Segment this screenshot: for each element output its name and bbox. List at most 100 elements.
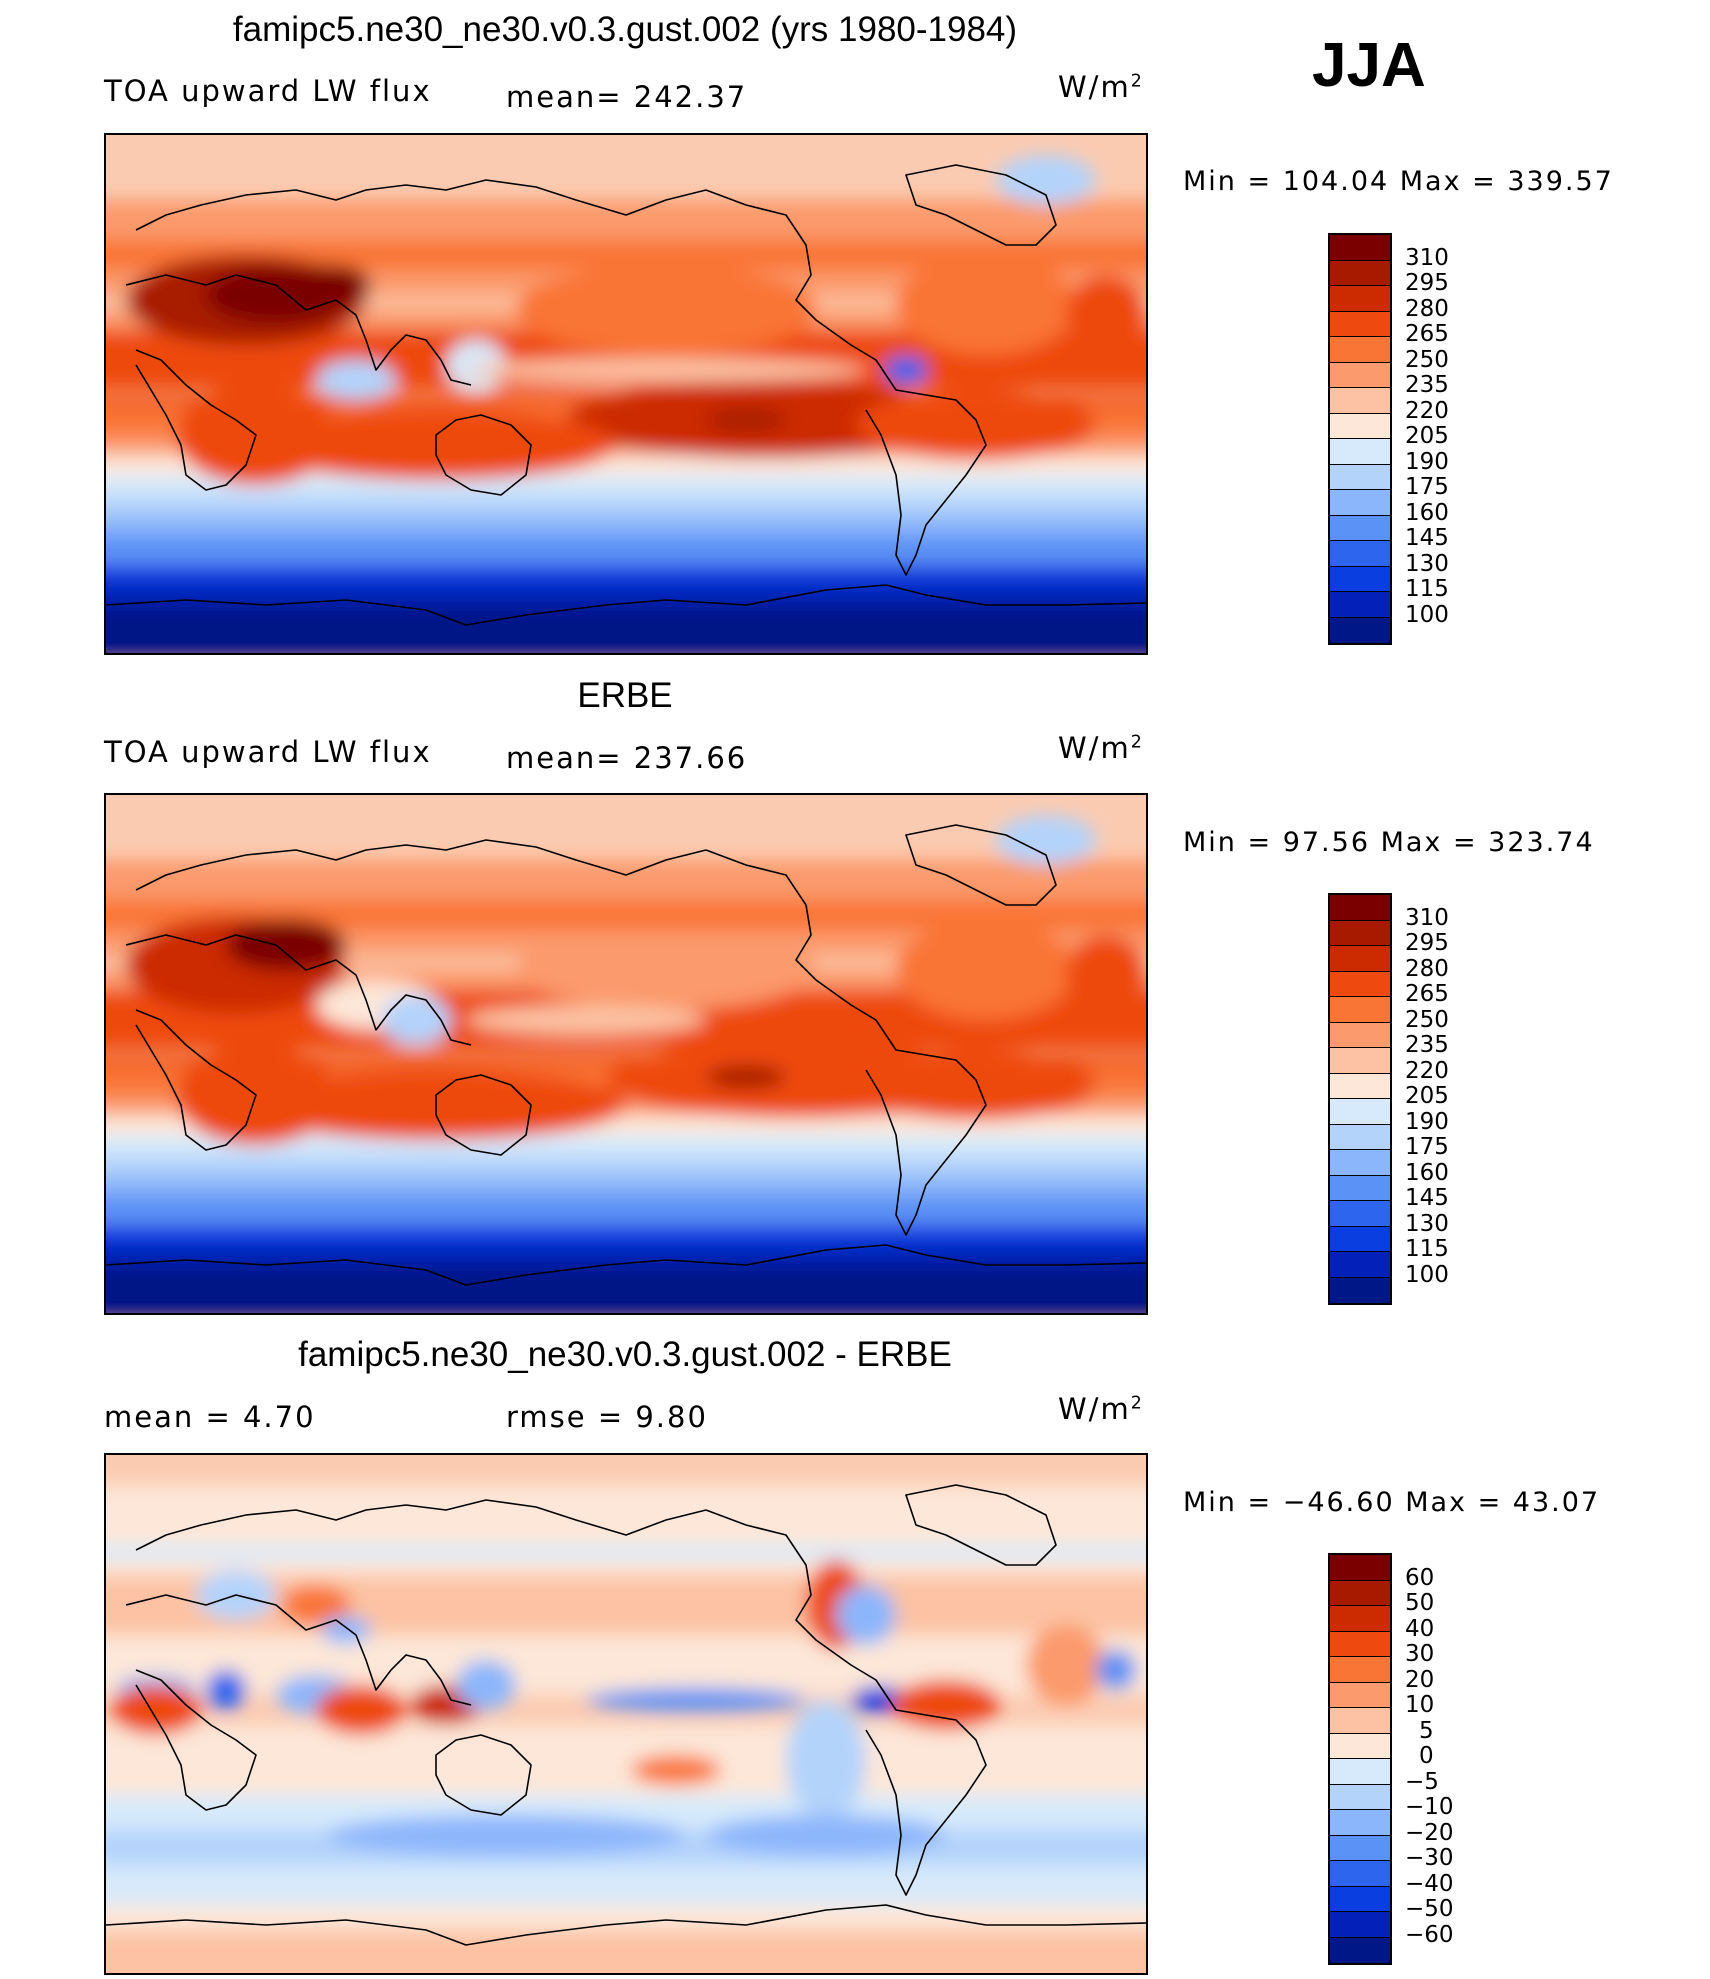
contour-blob — [1066, 275, 1146, 355]
contour-blob — [706, 1815, 946, 1855]
contour-blob — [516, 265, 816, 355]
colorbar-tick-label: −40 — [1405, 1870, 1454, 1897]
panel-2-colorbar — [1328, 893, 1392, 1305]
contour-blob — [706, 408, 786, 432]
season-label: JJA — [1312, 31, 1426, 100]
panel-1-mean: mean= 242.37 — [506, 80, 748, 114]
colorbar-segment — [1330, 1708, 1390, 1734]
colorbar-segment — [1330, 388, 1390, 414]
colorbar-segment — [1330, 337, 1390, 363]
contour-blob — [281, 1585, 351, 1625]
panel-2-variable: TOA upward LW flux — [104, 735, 432, 769]
panel-1-minmax: Min = 104.04 Max = 339.57 — [1183, 166, 1614, 197]
colorbar-tick-label: 0 — [1419, 1743, 1434, 1769]
colorbar-segment — [1330, 1861, 1390, 1887]
colorbar-segment — [1330, 1631, 1390, 1657]
colorbar-tick-label: 295 — [1405, 930, 1449, 956]
colorbar-segment — [1330, 413, 1390, 439]
colorbar-tick-label: 205 — [1405, 423, 1449, 449]
colorbar-segment — [1330, 1733, 1390, 1759]
colorbar-segment — [1330, 515, 1390, 541]
coastline — [705, 1509, 987, 1896]
colorbar-segment — [1330, 464, 1390, 490]
contour-blob — [996, 155, 1096, 205]
panel-3-minmax: Min = −46.60 Max = 43.07 — [1183, 1487, 1601, 1518]
colorbar-segment — [1330, 1252, 1390, 1278]
colorbar-segment — [1330, 1784, 1390, 1810]
colorbar-tick-label: −20 — [1405, 1819, 1454, 1846]
colorbar-tick-label: 250 — [1405, 346, 1449, 373]
contour-blob — [896, 920, 1076, 1020]
contour-band — [106, 1930, 1146, 1973]
contour-blob — [856, 1050, 1096, 1120]
colorbar-segment — [1330, 1606, 1390, 1632]
panel-1-colorbar-labels: 310 295 280 265 250 235 220 205 190 175 160 145 130 1… — [1405, 233, 1485, 641]
colorbar-segment — [1330, 1555, 1390, 1581]
colorbar-segment — [1330, 1201, 1390, 1227]
colorbar-tick-label: −30 — [1405, 1845, 1454, 1871]
coastlines — [106, 824, 1146, 1286]
colorbar-tick-label: 190 — [1405, 448, 1449, 475]
contour-band — [106, 605, 1146, 653]
coastline — [135, 839, 707, 891]
colorbar-tick-label: 310 — [1405, 244, 1449, 271]
coastline — [435, 414, 532, 496]
coastline — [135, 1669, 257, 1811]
colorbar-tick-label: 145 — [1405, 525, 1449, 551]
colorbar-tick-label: 175 — [1405, 1134, 1449, 1160]
colorbar-segment — [1330, 286, 1390, 312]
colorbar-segment — [1330, 946, 1390, 972]
colorbar-tick-label: 145 — [1405, 1185, 1449, 1211]
colorbar-segment — [1330, 1277, 1390, 1303]
colorbar-tick-label: 235 — [1405, 372, 1449, 398]
contour-blob — [456, 1660, 516, 1710]
colorbar-tick-label: 60 — [1405, 1564, 1435, 1591]
colorbar-segment — [1330, 1226, 1390, 1252]
colorbar-segment — [1330, 920, 1390, 946]
contour-blob — [896, 255, 1076, 355]
colorbar-tick-label: 250 — [1405, 1006, 1449, 1033]
panel-1-units: W/m2 — [1058, 70, 1144, 104]
contour-blob — [316, 1685, 406, 1735]
contour-blob — [111, 1685, 201, 1735]
colorbar-tick-label: 190 — [1405, 1108, 1449, 1135]
map-canvas — [106, 1484, 1146, 1973]
colorbar-segment — [1330, 260, 1390, 286]
colorbar-segment — [1330, 895, 1390, 921]
colorbar-tick-label: 100 — [1405, 1261, 1449, 1288]
contour-field — [106, 815, 1146, 1313]
colorbar-segment — [1330, 490, 1390, 516]
colorbar-tick-label: 265 — [1405, 981, 1449, 1007]
contour-blob — [206, 1670, 246, 1710]
coastline — [905, 824, 1057, 906]
panel-2-colorbar-labels: 310 295 280 265 250 235 220 205 190 175 160 145 130 1… — [1405, 893, 1485, 1301]
colorbar-tick-label: −10 — [1405, 1794, 1454, 1820]
colorbar-tick-label: 220 — [1405, 397, 1449, 424]
colorbar-tick-label: 235 — [1405, 1032, 1449, 1058]
contour-blob — [884, 356, 928, 384]
colorbar-segment — [1330, 1073, 1390, 1099]
panel-3-rmse: rmse = 9.80 — [506, 1400, 708, 1434]
contour-blob — [996, 815, 1096, 865]
colorbar-segment — [1330, 1759, 1390, 1785]
contour-field — [106, 1485, 1146, 1973]
panel-1-map — [104, 133, 1148, 655]
colorbar-tick-label: 40 — [1405, 1615, 1435, 1642]
colorbar-segment — [1330, 541, 1390, 567]
contour-blob — [1096, 1650, 1136, 1690]
contour-blob — [291, 265, 371, 305]
coastline — [106, 1904, 1146, 1946]
panel-3-map — [104, 1453, 1148, 1975]
colorbar-tick-label: 130 — [1405, 550, 1449, 577]
colorbar-segment — [1330, 1682, 1390, 1708]
colorbar-segment — [1330, 1580, 1390, 1606]
colorbar-segment — [1330, 1937, 1390, 1963]
panel-3-units: W/m2 — [1058, 1392, 1144, 1426]
coastline — [125, 934, 472, 1046]
panel-3-colorbar-labels: 60 50 40 30 20 10 5 0 −5 −10 −20 −30 −40 −50 −60 — [1405, 1553, 1485, 1961]
contour-blob — [631, 1755, 721, 1785]
coastlines — [106, 164, 1146, 626]
colorbar-tick-label: −5 — [1405, 1768, 1439, 1795]
colorbar-tick-label: 115 — [1405, 576, 1449, 602]
contour-blob — [226, 919, 346, 971]
